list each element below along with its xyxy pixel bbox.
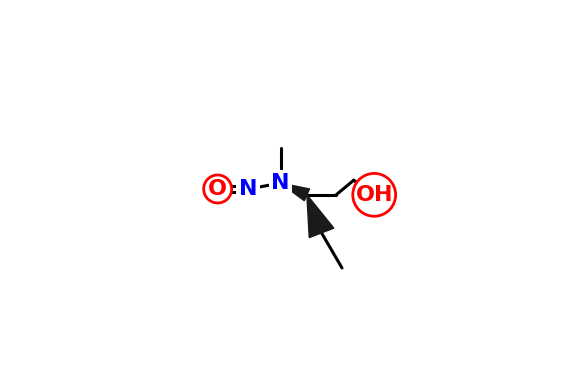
Text: O: O: [208, 179, 227, 199]
Text: N: N: [239, 179, 257, 199]
Text: N: N: [271, 173, 290, 193]
Text: OH: OH: [355, 185, 393, 205]
Polygon shape: [307, 195, 334, 238]
Polygon shape: [281, 183, 309, 201]
